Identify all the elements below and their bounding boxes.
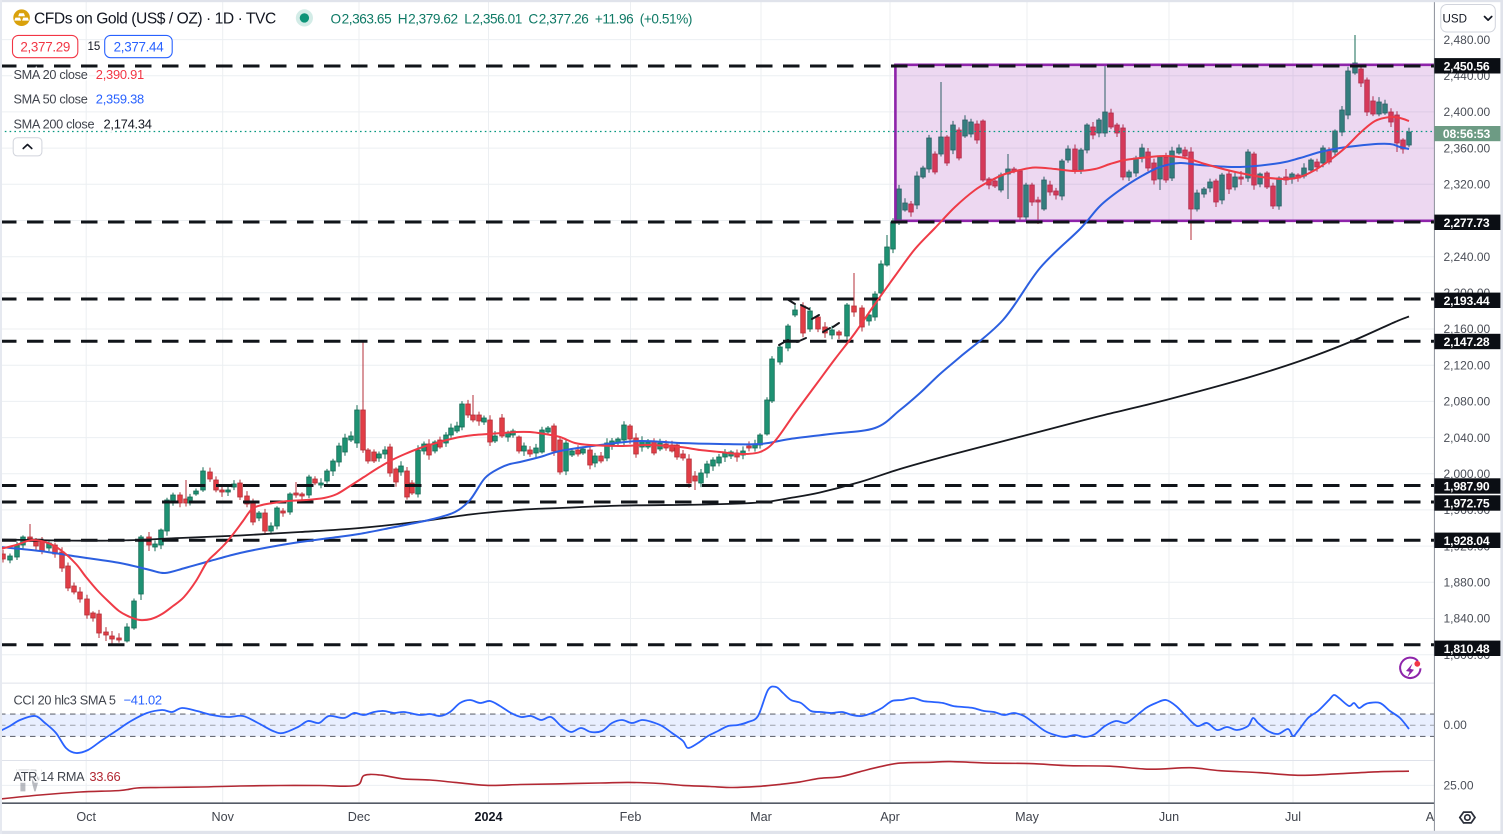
svg-text:2,174.34: 2,174.34: [104, 116, 152, 131]
svg-text:SMA 200 close: SMA 200 close: [14, 117, 95, 131]
svg-text:0.00: 0.00: [1444, 718, 1468, 732]
svg-text:33.66: 33.66: [89, 769, 120, 784]
svg-text:2,193.44: 2,193.44: [1444, 294, 1490, 308]
svg-text:CCI 20 hlc3 SMA 5: CCI 20 hlc3 SMA 5: [14, 694, 116, 708]
svg-text:Aug: Aug: [1426, 810, 1448, 824]
svg-text:Nov: Nov: [211, 810, 234, 824]
svg-text:2,377.44: 2,377.44: [114, 39, 165, 54]
svg-text:2,160.00: 2,160.00: [1444, 322, 1491, 336]
svg-text:CCI 20 hlc3 SMA 5: CCI 20 hlc3 SMA 5: [14, 694, 116, 708]
svg-text:25.00: 25.00: [1444, 779, 1474, 793]
svg-text:2,377.29: 2,377.29: [20, 39, 70, 54]
svg-text:2,147.28: 2,147.28: [1444, 335, 1490, 349]
svg-text:2,174.34: 2,174.34: [104, 116, 152, 131]
svg-text:CFDs on Gold (US$ / OZ) · 1D ·: CFDs on Gold (US$ / OZ) · 1D · TVC: [34, 10, 276, 27]
svg-text:2,040.00: 2,040.00: [1444, 431, 1491, 445]
svg-text:2,080.00: 2,080.00: [1444, 395, 1491, 409]
svg-text:1,840.00: 1,840.00: [1444, 612, 1491, 626]
svg-text:1,810.48: 1,810.48: [1444, 642, 1490, 656]
svg-text:−41.02: −41.02: [124, 693, 162, 708]
svg-text:1,880.00: 1,880.00: [1444, 576, 1491, 590]
svg-text:2,450.56: 2,450.56: [1444, 59, 1490, 73]
svg-text:1,972.75: 1,972.75: [1444, 497, 1490, 511]
svg-text:2,400.00: 2,400.00: [1444, 105, 1491, 119]
svg-text:2,000.00: 2,000.00: [1444, 467, 1491, 481]
svg-text:2,480.00: 2,480.00: [1444, 33, 1491, 47]
svg-text:SMA 50 close: SMA 50 close: [14, 93, 88, 107]
svg-text:2024: 2024: [474, 810, 502, 824]
svg-text:Apr: Apr: [880, 810, 900, 824]
svg-text:Jun: Jun: [1159, 810, 1179, 824]
svg-text:2,277.73: 2,277.73: [1444, 216, 1490, 230]
svg-text:Dec: Dec: [348, 810, 370, 824]
svg-text:08:56:53: 08:56:53: [1443, 127, 1491, 141]
svg-text:1,987.90: 1,987.90: [1444, 480, 1490, 494]
svg-text:Jul: Jul: [1285, 810, 1301, 824]
svg-text:2,359.38: 2,359.38: [96, 92, 144, 107]
svg-text:15: 15: [88, 41, 101, 53]
svg-text:USD: USD: [1443, 13, 1467, 26]
svg-text:Feb: Feb: [620, 810, 642, 824]
svg-text:SMA 200 close: SMA 200 close: [14, 117, 95, 131]
svg-text:2,120.00: 2,120.00: [1444, 358, 1491, 372]
svg-text:May: May: [1015, 810, 1039, 824]
svg-text:SMA 50 close: SMA 50 close: [14, 93, 88, 107]
svg-text:2,390.91: 2,390.91: [96, 67, 144, 82]
svg-text:2,359.38: 2,359.38: [96, 92, 144, 107]
svg-text:2,390.91: 2,390.91: [96, 67, 144, 82]
svg-text:2,320.00: 2,320.00: [1444, 178, 1491, 192]
svg-text:Mar: Mar: [750, 810, 772, 824]
svg-text:SMA 20 close: SMA 20 close: [14, 68, 88, 82]
svg-text:SMA 20 close: SMA 20 close: [14, 68, 88, 82]
svg-text:2,240.00: 2,240.00: [1444, 250, 1491, 264]
svg-text:−41.02: −41.02: [124, 693, 162, 708]
svg-text:2,360.00: 2,360.00: [1444, 141, 1491, 155]
svg-text:ATR 14 RMA: ATR 14 RMA: [14, 770, 86, 784]
svg-text:ATR 14 RMA: ATR 14 RMA: [14, 770, 86, 784]
svg-text:Oct: Oct: [76, 810, 96, 824]
svg-text:33.66: 33.66: [89, 769, 120, 784]
svg-text:1,928.04: 1,928.04: [1444, 534, 1490, 548]
